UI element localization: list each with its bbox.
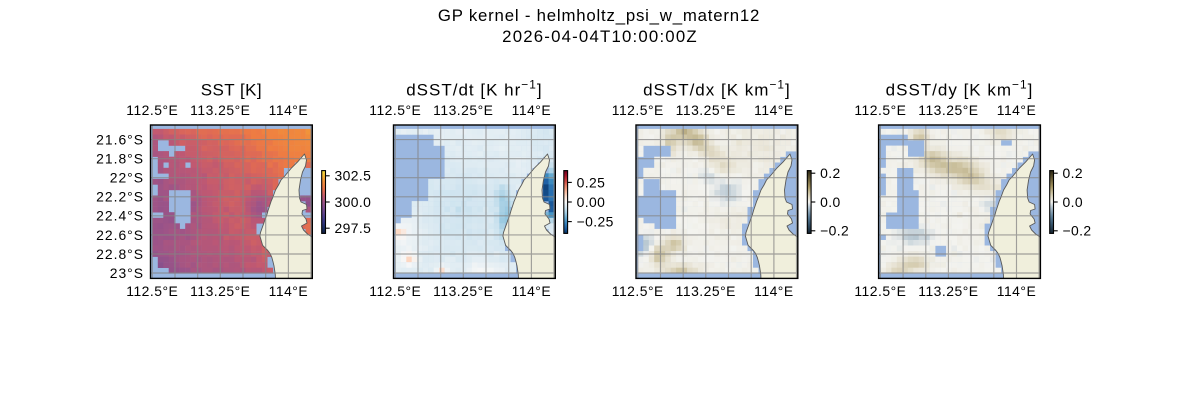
- svg-text:−0.2: −0.2: [820, 223, 849, 239]
- svg-text:112.5°E: 112.5°E: [369, 283, 421, 299]
- svg-text:113.25°E: 113.25°E: [918, 283, 978, 299]
- svg-text:dSST/dy [K km−1]: dSST/dy [K km−1]: [886, 78, 1034, 100]
- svg-text:114°E: 114°E: [512, 102, 551, 118]
- svg-text:113.25°E: 113.25°E: [676, 102, 736, 118]
- svg-text:302.5: 302.5: [335, 168, 372, 184]
- svg-text:114°E: 114°E: [269, 102, 308, 118]
- svg-text:2026-04-04T10:00:00Z: 2026-04-04T10:00:00Z: [502, 27, 698, 46]
- svg-text:0.0: 0.0: [820, 194, 841, 210]
- svg-text:297.5: 297.5: [335, 220, 372, 236]
- svg-text:112.5°E: 112.5°E: [126, 283, 178, 299]
- svg-text:114°E: 114°E: [754, 102, 793, 118]
- svg-text:SST [K]: SST [K]: [201, 81, 262, 100]
- svg-text:114°E: 114°E: [997, 283, 1036, 299]
- svg-text:112.5°E: 112.5°E: [854, 102, 906, 118]
- svg-text:21.6°S: 21.6°S: [96, 132, 144, 148]
- svg-text:0.2: 0.2: [820, 165, 841, 181]
- svg-text:22°S: 22°S: [110, 170, 144, 186]
- svg-text:−0.2: −0.2: [1063, 223, 1092, 239]
- svg-text:22.8°S: 22.8°S: [96, 246, 144, 262]
- svg-text:22.4°S: 22.4°S: [96, 208, 144, 224]
- svg-text:−0.25: −0.25: [577, 214, 614, 230]
- svg-text:22.6°S: 22.6°S: [96, 227, 144, 243]
- svg-text:0.25: 0.25: [577, 174, 606, 190]
- svg-text:113.25°E: 113.25°E: [918, 102, 978, 118]
- svg-text:112.5°E: 112.5°E: [612, 102, 664, 118]
- svg-text:112.5°E: 112.5°E: [854, 283, 906, 299]
- svg-text:113.25°E: 113.25°E: [433, 102, 493, 118]
- svg-text:300.0: 300.0: [335, 194, 372, 210]
- svg-text:0.00: 0.00: [577, 194, 606, 210]
- svg-text:112.5°E: 112.5°E: [369, 102, 421, 118]
- svg-text:113.25°E: 113.25°E: [190, 102, 250, 118]
- svg-text:113.25°E: 113.25°E: [190, 283, 250, 299]
- svg-text:21.8°S: 21.8°S: [96, 151, 144, 167]
- svg-text:GP kernel - helmholtz_psi_w_ma: GP kernel - helmholtz_psi_w_matern12: [438, 6, 760, 25]
- svg-text:0.2: 0.2: [1063, 165, 1084, 181]
- svg-text:113.25°E: 113.25°E: [433, 283, 493, 299]
- svg-text:dSST/dt [K hr−1]: dSST/dt [K hr−1]: [406, 78, 542, 100]
- svg-text:114°E: 114°E: [269, 283, 308, 299]
- svg-text:22.2°S: 22.2°S: [96, 189, 144, 205]
- svg-text:112.5°E: 112.5°E: [126, 102, 178, 118]
- svg-text:114°E: 114°E: [997, 102, 1036, 118]
- svg-text:114°E: 114°E: [754, 283, 793, 299]
- svg-text:114°E: 114°E: [512, 283, 551, 299]
- svg-text:0.0: 0.0: [1063, 194, 1084, 210]
- svg-text:23°S: 23°S: [110, 265, 144, 281]
- svg-text:113.25°E: 113.25°E: [676, 283, 736, 299]
- svg-text:112.5°E: 112.5°E: [612, 283, 664, 299]
- svg-text:dSST/dx [K km−1]: dSST/dx [K km−1]: [643, 78, 791, 100]
